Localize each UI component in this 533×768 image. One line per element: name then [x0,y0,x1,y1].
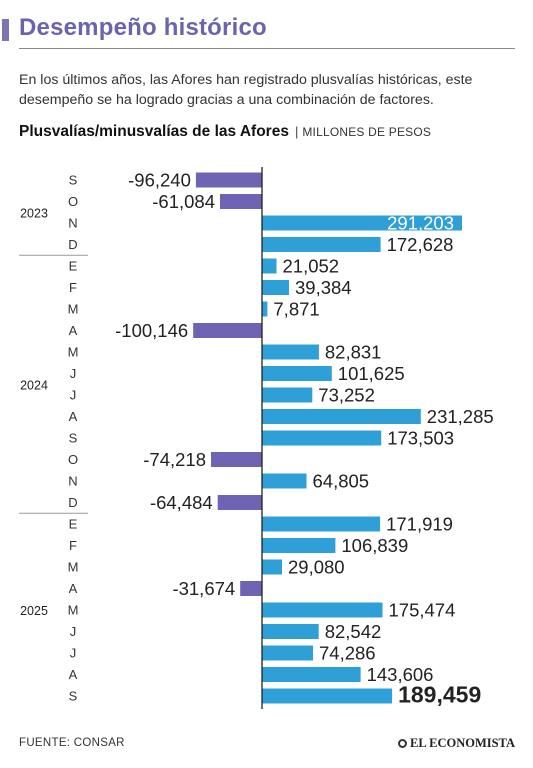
brand-logo: EL ECONOMISTA [398,736,515,751]
value-label: 39,384 [295,277,352,298]
value-label: 173,503 [387,428,454,449]
bar [195,172,262,188]
month-label: E [69,259,78,274]
month-label: M [68,302,79,317]
chart-title-separator: | [294,124,299,139]
bar [217,495,262,510]
brand-icon [398,739,407,748]
value-label: 189,459 [398,682,481,708]
bar [262,538,336,553]
value-label: -96,240 [128,170,191,191]
value-label: 7,871 [273,299,319,320]
title-divider [19,48,515,49]
value-label: 82,542 [325,621,382,642]
intro-text: En los últimos años, las Afores han regi… [19,72,473,108]
chart-unit: MILLONES DE PESOS [302,125,432,139]
month-label: A [69,581,78,596]
month-label: D [68,495,77,510]
title-accent-bar [2,19,9,41]
value-label: -74,218 [143,449,206,470]
bar [262,344,319,360]
bar [220,194,262,209]
month-label: S [69,173,78,188]
bar [262,516,381,532]
bar [262,559,282,575]
value-label: 172,628 [387,234,454,255]
month-label: S [69,431,78,446]
month-label: S [69,689,78,704]
bar [240,581,262,596]
bar [262,688,393,704]
bar [262,409,421,424]
month-label: O [68,452,78,467]
bar [262,237,381,252]
value-label: -100,146 [115,320,188,341]
bar [262,624,319,639]
month-label: A [69,409,78,424]
value-label: 29,080 [288,557,345,578]
year-label: 2023 [20,206,48,220]
page-title: Desempeño histórico [19,14,267,41]
bar [193,323,262,338]
value-label: 143,606 [367,664,434,685]
value-label: 101,625 [338,363,405,384]
month-label: N [68,216,77,231]
month-label: A [69,323,78,338]
month-label: A [69,667,78,682]
value-label: 21,052 [283,256,340,277]
bar [262,473,307,489]
chart-header: Plusvalías/minusvalías de las Afores | MIL… [19,123,431,141]
month-label: O [68,194,78,209]
month-label: M [68,345,79,360]
value-label: -61,084 [152,191,215,212]
bar [211,452,262,467]
month-label: E [69,517,78,532]
month-label: J [70,366,77,381]
month-label: N [68,474,77,489]
month-label: M [68,603,79,618]
month-label: D [68,237,77,252]
month-label: M [68,560,79,575]
brand-name: EL ECONOMISTA [410,736,515,750]
bar [262,430,382,446]
bar [262,645,313,661]
month-label: J [70,646,77,661]
value-label: 231,285 [427,406,494,427]
value-label: 291,203 [387,213,454,234]
value-label: 74,286 [319,643,376,664]
bar [262,258,277,274]
value-label: 64,805 [313,471,370,492]
value-label: 73,252 [318,385,375,406]
month-label: F [69,538,77,553]
bar [262,602,383,618]
month-label: J [70,624,77,639]
chart-title: Plusvalías/minusvalías de las Afores [19,123,289,140]
value-label: 171,919 [386,514,453,535]
year-label: 2024 [20,378,48,392]
value-label: 82,831 [325,342,382,363]
bar [262,667,361,682]
year-label: 2025 [20,604,48,618]
value-label: 175,474 [389,600,456,621]
bar [262,366,332,381]
bar [262,301,268,317]
month-label: J [70,388,77,403]
source-note: FUENTE: CONSAR [19,737,125,749]
value-label: -31,674 [172,578,235,599]
value-label: -64,484 [150,492,213,513]
bar [262,280,289,295]
bar [262,387,313,403]
bar [262,215,462,231]
value-label: 106,839 [341,535,408,556]
month-label: F [69,280,77,295]
